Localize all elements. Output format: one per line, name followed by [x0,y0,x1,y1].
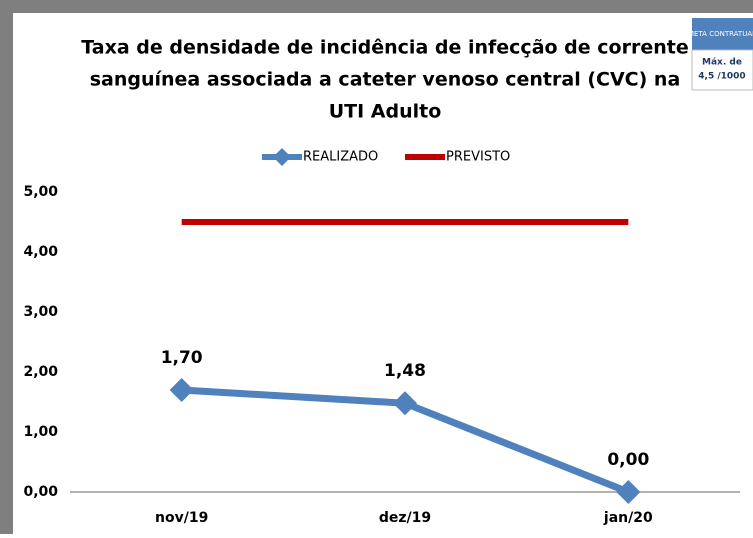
legend-label: PREVISTO [446,150,510,165]
legend-label: REALIZADO [303,150,378,165]
frame-left [0,0,13,534]
meta-body-bg [691,49,753,91]
meta-box: META CONTRATUAL Máx. de 4,5 /1000 [688,18,753,91]
data-label: 1,70 [161,348,203,368]
marker [169,378,194,402]
y-tick-label: 5,00 [23,184,58,200]
y-tick-label: 1,00 [23,424,58,440]
x-tick-label: nov/19 [155,510,208,526]
x-tick-label: jan/20 [603,510,653,526]
chart-area [13,13,753,534]
marker [393,391,417,416]
chart-title: Taxa de densidade de incidência de infec… [81,37,688,59]
y-tick-label: 0,00 [23,484,58,500]
meta-header-bg [692,18,753,50]
chart-title: UTI Adulto [329,101,442,123]
chart-title: sanguínea associada a cateter venoso cen… [90,69,681,91]
meta-text: 4,5 /1000 [698,72,745,82]
y-tick-label: 2,00 [23,364,58,380]
meta-header: META CONTRATUAL [688,30,753,38]
meta-text: Máx. de [702,58,742,68]
data-label: 1,48 [384,361,426,381]
data-label: 0,00 [607,450,649,470]
y-tick-label: 4,00 [23,244,58,260]
y-tick-label: 3,00 [23,304,58,320]
x-tick-label: dez/19 [379,510,431,526]
marker [616,480,641,504]
legend-marker [273,148,291,166]
frame-top [0,0,753,13]
